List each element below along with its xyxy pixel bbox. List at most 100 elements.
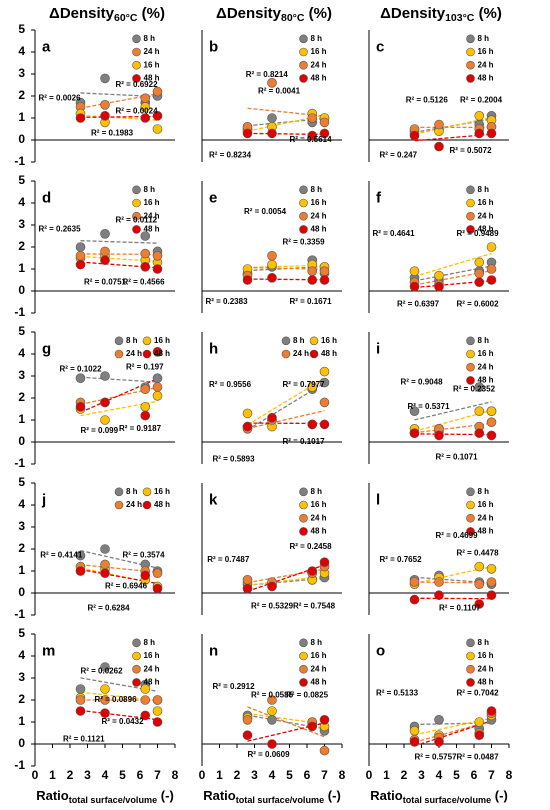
data-point: [474, 599, 485, 609]
legend-marker: [466, 211, 475, 221]
y-tick-label: 3: [18, 66, 25, 80]
x-axis-label-main: Ratio: [36, 788, 69, 803]
x-axis-label-sub: total surface/volume: [403, 795, 491, 805]
y-tick-label: 1: [18, 563, 25, 577]
x-tick-label: 0: [32, 768, 39, 782]
data-point: [319, 366, 330, 377]
legend-marker: [132, 60, 141, 70]
legend-label: 16 h: [144, 198, 160, 207]
trend-line: [80, 378, 158, 413]
column-title: ΔDensity103°C (%): [380, 5, 502, 24]
r-squared-label: R² = 0.0896: [95, 695, 138, 704]
data-point: [267, 706, 277, 716]
data-point: [486, 275, 497, 285]
legend-marker: [132, 185, 141, 195]
x-tick-label: 7: [321, 768, 328, 782]
trend-line: [80, 92, 158, 98]
legend-marker: [114, 487, 124, 497]
data-point: [486, 128, 497, 139]
legend-marker: [132, 664, 141, 674]
data-point: [307, 721, 318, 732]
legend-label: 16 h: [144, 60, 160, 69]
legend-marker: [132, 198, 141, 208]
legend-label: 24 h: [311, 60, 327, 69]
data-point: [267, 251, 277, 261]
legend-marker: [299, 651, 308, 661]
data-point: [486, 577, 497, 587]
data-point: [319, 397, 330, 408]
x-tick-label: 2: [401, 768, 408, 782]
x-tick-label: 1: [216, 768, 223, 782]
data-point: [140, 113, 151, 123]
r-squared-label: R² = 0.099: [81, 426, 119, 435]
legend-label: 8 h: [293, 336, 305, 345]
legend-marker: [299, 487, 308, 497]
legend-marker: [142, 349, 152, 359]
data-point: [409, 577, 420, 587]
data-point: [75, 242, 86, 252]
x-tick-label: 3: [84, 768, 91, 782]
column-title: ΔDensity80°C (%): [216, 5, 332, 24]
y-tick-label: 1: [18, 412, 25, 426]
legend-label: 16 h: [144, 651, 160, 660]
data-point: [152, 346, 163, 357]
r-squared-label: R² = 0.1107: [439, 604, 481, 613]
legend-marker: [142, 487, 152, 497]
r-squared-label: R² = 0.0432: [102, 717, 145, 726]
trend-line: [247, 117, 325, 127]
r-squared-label: R² = 0.1671: [290, 297, 333, 306]
legend-label: 24 h: [478, 211, 494, 220]
data-point: [267, 128, 277, 139]
legend-marker: [114, 349, 124, 359]
panel-letter: g: [42, 341, 51, 358]
x-tick-label: 8: [339, 768, 346, 782]
trend-line: [80, 240, 158, 244]
trend-line: [414, 581, 492, 584]
legend-marker: [132, 47, 141, 57]
data-point: [267, 113, 277, 123]
data-point: [75, 251, 86, 261]
data-point: [140, 248, 151, 259]
x-tick-label: 5: [119, 768, 126, 782]
column-title-main: ΔDensity: [380, 5, 446, 22]
data-point: [242, 730, 253, 741]
r-squared-label: R² = 0.2458: [290, 542, 333, 551]
x-tick-label: 5: [286, 768, 293, 782]
column-title-sub: 60°C: [114, 12, 138, 24]
x-tick-label: 8: [506, 768, 513, 782]
legend-marker: [466, 225, 475, 234]
r-squared-label: R² = 0.9489: [457, 229, 500, 238]
legend-label: 48 h: [478, 225, 494, 234]
trend-line: [247, 722, 325, 742]
trend-line: [80, 114, 158, 121]
legend-label: 16 h: [154, 336, 170, 345]
legend-marker: [142, 336, 152, 346]
r-squared-label: R² = 0.5757: [415, 752, 458, 761]
x-axis-label-main: Ratio: [370, 788, 403, 803]
data-point: [100, 568, 110, 579]
trend-line: [247, 714, 325, 730]
legend-marker: [132, 211, 141, 221]
data-point: [100, 100, 110, 110]
legend-label: 8 h: [311, 185, 323, 194]
x-axis-label-sub: total surface/volume: [236, 795, 324, 805]
trend-line: [80, 376, 158, 383]
data-point: [242, 574, 253, 585]
r-squared-label: R² = 0.8214: [246, 70, 289, 79]
legend-marker: [132, 678, 141, 687]
data-point: [434, 281, 444, 292]
data-point: [152, 706, 163, 716]
legend-marker: [299, 500, 308, 510]
legend-label: 24 h: [144, 664, 160, 673]
y-tick-label: 0: [18, 585, 25, 599]
x-tick-label: 1: [49, 768, 56, 782]
legend-label: 48 h: [311, 74, 327, 83]
r-squared-label: R² = 0.5072: [450, 146, 493, 155]
panel: e 8 h 16 h 24 h 48 h R² = 0.0054 R² = 0.3359 R²…: [201, 181, 342, 313]
trend-line: [80, 677, 158, 692]
r-squared-label: R² = 0.0041: [258, 87, 301, 96]
data-point: [474, 277, 485, 288]
trend-line: [414, 280, 492, 289]
data-point: [409, 130, 420, 141]
